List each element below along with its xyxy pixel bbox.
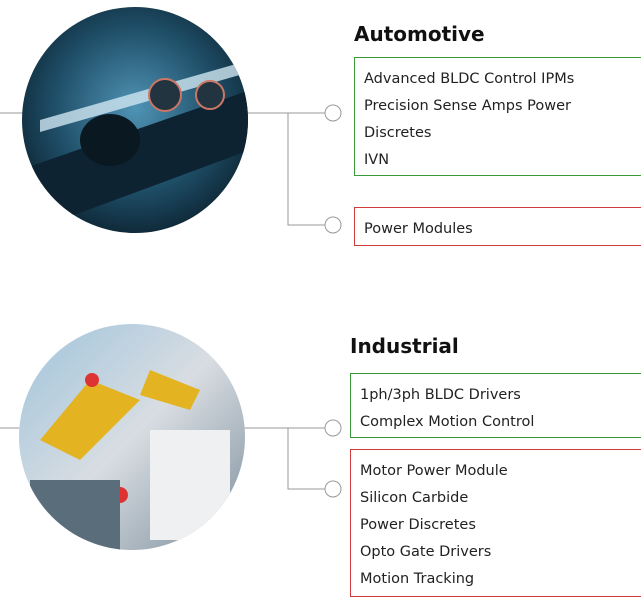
list-item: Power Discretes [360,512,641,539]
industrial-image [19,324,245,550]
automotive-image [20,5,250,235]
page: AutomotiveAdvanced BLDC Control IPMsPrec… [0,0,641,595]
list-item: Silicon Carbide [360,485,641,512]
section-title: Industrial [350,334,459,358]
list-item: Complex Motion Control [360,409,641,436]
list-item: Motor Power Module [360,458,641,485]
list-item: 1ph/3ph BLDC Drivers [360,382,641,409]
list-item: Motion Tracking [360,566,641,593]
list-item: Opto Gate Drivers [360,539,641,566]
